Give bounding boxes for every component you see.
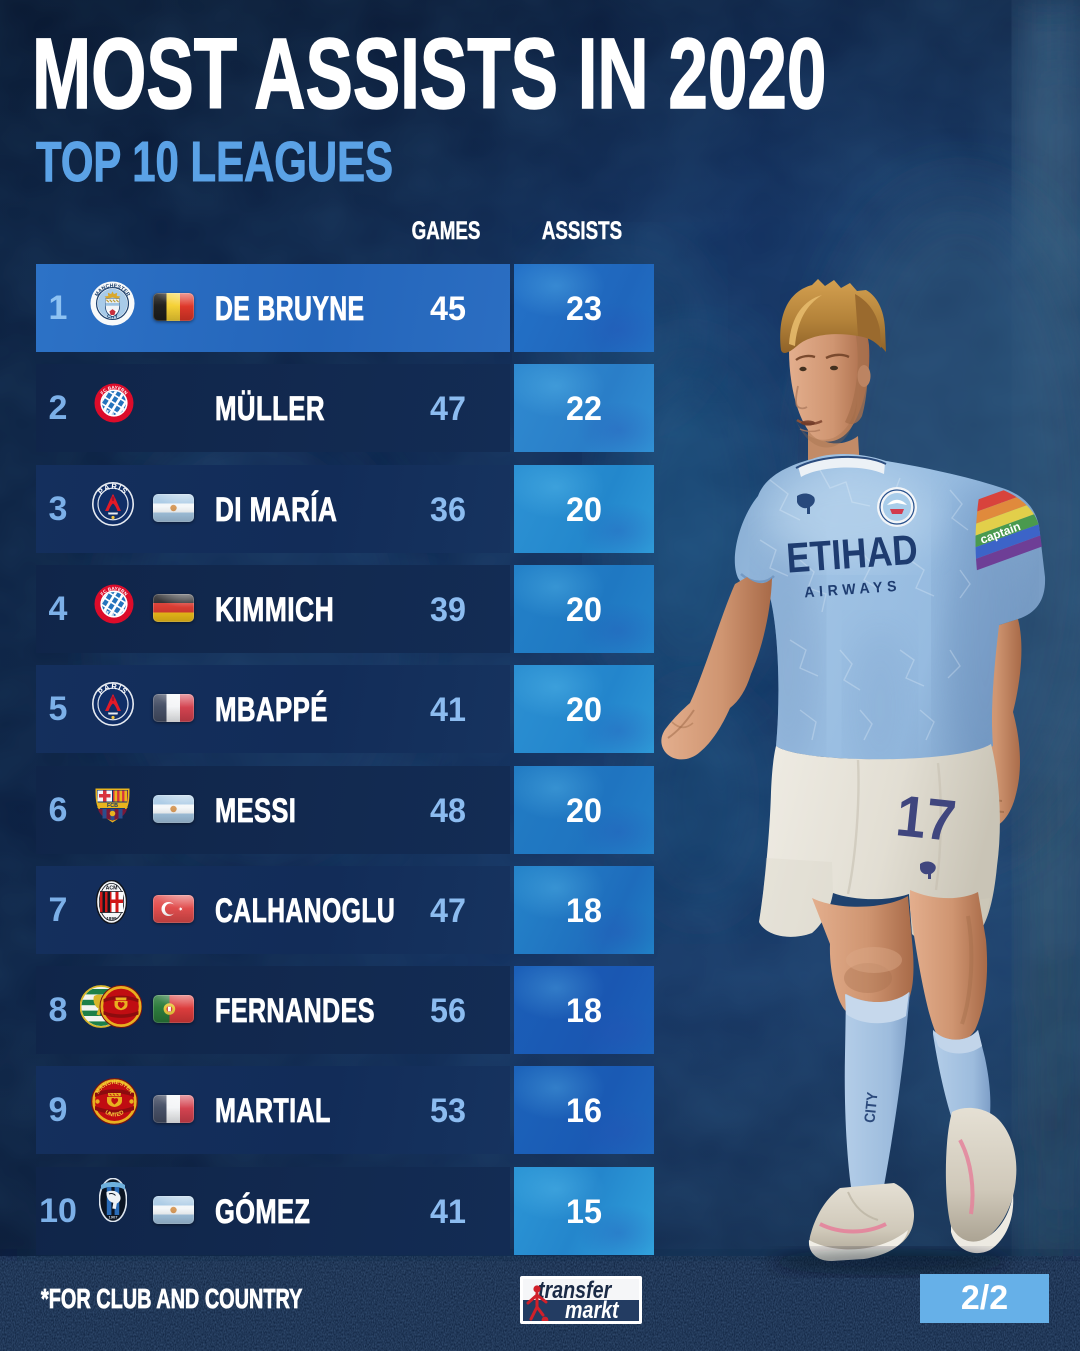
svg-text:AIRWAYS: AIRWAYS <box>804 578 902 601</box>
svg-text:PARIS: PARIS <box>96 482 130 496</box>
svg-text:1907: 1907 <box>109 1215 119 1220</box>
svg-text:17: 17 <box>893 783 959 853</box>
svg-text:FCB: FCB <box>107 803 118 809</box>
svg-text:MÜNCHEN: MÜNCHEN <box>103 407 125 417</box>
svg-text:PARIS: PARIS <box>96 682 130 696</box>
svg-text:ACM: ACM <box>106 886 118 892</box>
svg-text:CITY: CITY <box>106 313 119 320</box>
svg-text:ETIHAD: ETIHAD <box>785 527 919 583</box>
svg-text:MÜNCHEN: MÜNCHEN <box>103 608 125 618</box>
svg-text:1899: 1899 <box>106 916 117 921</box>
svg-text:UNITED: UNITED <box>104 1110 126 1119</box>
svg-text:CITY: CITY <box>862 1091 882 1124</box>
